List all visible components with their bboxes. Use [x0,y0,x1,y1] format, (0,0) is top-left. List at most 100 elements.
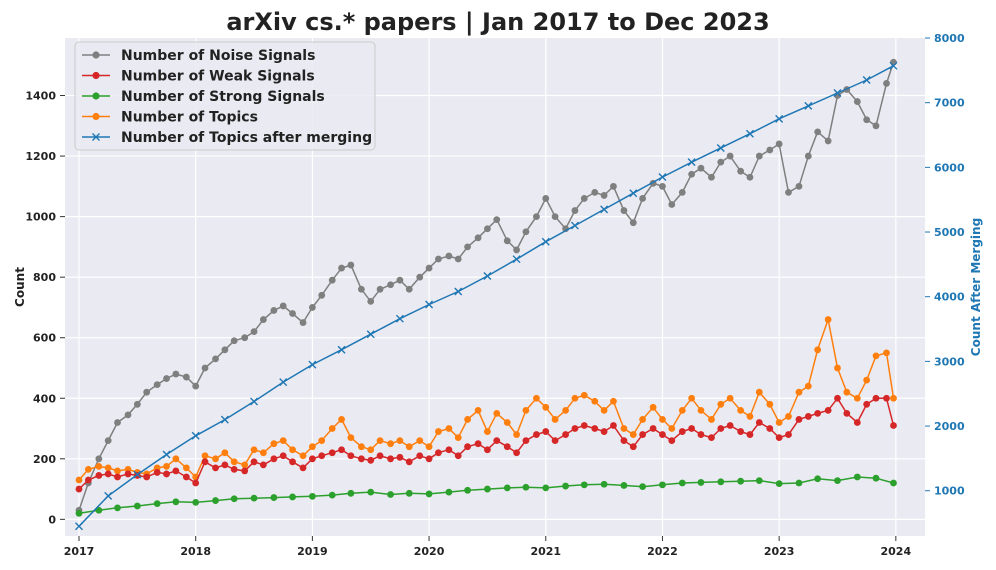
data-point-noise [737,167,745,175]
data-point-weak [697,431,705,438]
x-axis-ticks: 2017 2018 2019 2020 2021 2022 2023 2024 [64,536,911,558]
data-point-noise [746,173,754,181]
data-point-strong [250,494,258,502]
data-point-noise [766,146,774,154]
data-point-weak [425,455,433,463]
data-point-strong [890,479,897,487]
data-point-topics [668,425,676,432]
series-weak [75,394,897,493]
data-point-weak [114,473,121,481]
data-point-noise [883,80,890,87]
data-point-topics [425,443,433,451]
data-point-weak [503,443,511,451]
data-point-weak [221,461,229,469]
data-point-topics [580,391,588,399]
data-point-strong [872,474,880,482]
data-point-noise [775,140,783,148]
data-point-topics [883,349,890,357]
data-point-topics [182,464,190,472]
data-point-merged [833,88,842,97]
data-point-weak [688,425,696,432]
data-point-weak [629,443,637,451]
series-merged [75,61,898,531]
data-point-strong [153,500,161,508]
data-point-weak [804,413,812,420]
data-point-strong [114,504,121,512]
data-point-merged [862,76,871,85]
data-point-noise [610,182,617,190]
data-point-topics [270,440,278,448]
data-point-merged [308,360,317,369]
data-point-merged [512,255,521,264]
data-point-noise [328,276,336,284]
data-point-weak [600,428,608,435]
data-point-noise [201,364,209,372]
legend-marker-merged [92,133,100,141]
data-point-noise [454,255,462,263]
data-point-topics [737,406,745,414]
data-point-noise [376,285,384,293]
data-point-weak [883,394,890,402]
legend-label-strong: Number of Strong Signals [121,89,325,105]
data-point-weak [649,425,657,432]
data-point-noise [726,152,734,160]
data-point-noise [221,346,229,354]
data-point-weak [357,455,365,463]
data-point-noise [668,201,676,208]
data-point-merged [570,221,579,230]
data-point-weak [445,446,453,454]
data-point-strong [755,477,763,484]
data-point-weak [241,467,249,475]
data-point-topics [688,394,696,402]
data-point-noise [425,264,433,272]
data-point-noise [250,328,258,336]
data-point-weak [270,455,278,463]
y-right-tick-label: 7000 [934,97,965,110]
data-point-topics [357,443,365,451]
data-point-weak [775,434,783,442]
y-axis-right-ticks: 1000 2000 3000 4000 5000 6000 7000 8000 [925,32,965,498]
data-point-strong [834,477,841,484]
data-point-weak [766,425,774,432]
data-point-weak [279,452,287,460]
data-point-topics [163,462,170,470]
data-point-weak [834,394,841,402]
data-point-topics [347,434,355,442]
data-point-noise [600,192,608,199]
data-point-noise [308,304,316,311]
data-point-strong [697,479,705,486]
data-point-weak [513,449,520,457]
data-point-topics [241,461,249,469]
data-point-noise [629,219,637,227]
data-point-weak [708,434,715,442]
data-point-noise [405,285,413,293]
y-right-tick-label: 5000 [934,226,965,239]
data-point-weak [872,394,880,402]
data-point-strong [95,506,103,514]
data-point-topics [104,464,112,472]
y-right-tick-label: 6000 [934,161,965,174]
data-point-merged [889,61,898,70]
data-point-noise [639,195,647,202]
data-point-topics [464,416,471,423]
data-point-strong [503,484,511,492]
data-point-merged [366,330,375,339]
data-point-weak [464,443,471,451]
data-point-noise [299,319,307,326]
data-point-merged [104,491,113,500]
legend-item-noise: Number of Noise Signals [82,48,315,64]
y-axis-label: Count [13,267,27,307]
data-point-topics [230,458,238,466]
data-point-noise [659,182,666,190]
data-point-weak [853,419,861,426]
data-point-weak [474,440,482,448]
x-tick-label: 2017 [64,545,95,558]
x-tick-label: 2021 [530,545,561,558]
data-point-noise [192,382,200,390]
data-point-weak [250,458,258,466]
data-point-noise [241,334,249,342]
data-point-noise [270,307,278,314]
y-tick-label: 1200 [25,150,56,163]
data-point-weak [308,455,316,463]
data-point-topics [172,455,180,463]
